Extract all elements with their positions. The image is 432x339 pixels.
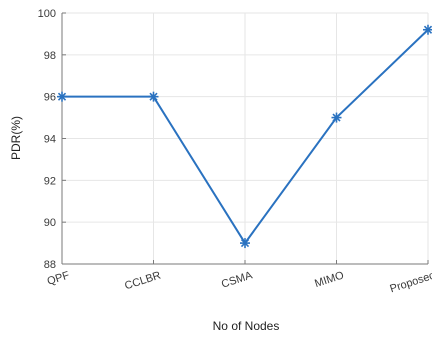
y-tick-label: 88 (44, 259, 56, 271)
y-tick-label: 96 (44, 92, 56, 104)
data-point-marker (331, 112, 342, 123)
y-tick-label: 94 (44, 134, 56, 146)
series-layer (57, 24, 432, 249)
y-tick-label: 100 (38, 8, 56, 20)
grid-layer (61, 12, 429, 265)
marker-stroke (149, 92, 158, 101)
data-point-marker (423, 24, 432, 35)
y-tick-label: 92 (44, 175, 56, 187)
x-tick-label: QPF (46, 269, 71, 287)
y-axis-label: PDR(%) (9, 116, 23, 160)
y-tick-label: 90 (44, 217, 56, 229)
data-point-marker (57, 91, 67, 102)
marker-stroke (423, 25, 432, 34)
y-tick-label: 98 (44, 50, 56, 62)
x-tick-label: CSMA (220, 269, 255, 290)
data-point-marker (148, 91, 159, 102)
x-tick-label: MIMO (313, 269, 346, 290)
ticks-layer: 88 90 92 94 96 98 100 QPF CCLBR CSMA MIMO Proposed (38, 8, 432, 295)
marker-stroke (332, 113, 341, 122)
data-point-marker (240, 238, 250, 249)
x-tick-label: Proposed (388, 269, 432, 295)
marker-stroke (240, 238, 250, 248)
x-axis-label: No of Nodes (213, 319, 280, 333)
marker-stroke (57, 92, 67, 101)
x-tick-label: CCLBR (123, 269, 162, 292)
